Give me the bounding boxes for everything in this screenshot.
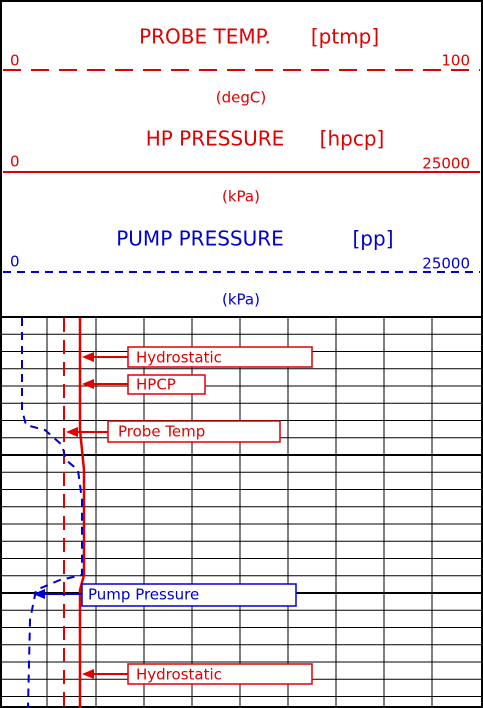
annotation: Pump Pressure: [33, 583, 297, 607]
track-title: PUMP PRESSURE: [116, 227, 284, 251]
grid: [2, 316, 481, 708]
hpcp-curve: [78, 318, 86, 708]
track-unit: (kPa): [222, 291, 260, 309]
track-unit: (kPa): [222, 188, 260, 206]
annotation-label: HPCP: [136, 376, 176, 394]
track-unit: (degC): [216, 89, 266, 107]
pump-pressure-curve: [21, 318, 83, 708]
annotation: Hydrostatic: [82, 663, 313, 685]
annotation-label: Hydrostatic: [136, 666, 222, 684]
track-title: HP PRESSURE: [146, 127, 285, 151]
track-mnemonic: [ptmp]: [311, 25, 379, 49]
track-title: PROBE TEMP.: [139, 25, 271, 49]
scale-right: 100: [441, 52, 470, 70]
scale-left: 0: [10, 153, 20, 171]
scale-left: 0: [10, 52, 20, 70]
annotation-label: Pump Pressure: [88, 586, 199, 604]
annotation: HPCP: [82, 374, 206, 395]
annotation: Hydrostatic: [82, 346, 313, 368]
track-mnemonic: [pp]: [353, 227, 394, 251]
annotation-label: Probe Temp: [118, 423, 205, 441]
annotation: Probe Temp: [66, 420, 281, 443]
track-mnemonic: [hpcp]: [320, 127, 385, 151]
annotation-label: Hydrostatic: [136, 349, 222, 367]
scale-left: 0: [10, 253, 20, 271]
scale-right: 25000: [422, 255, 470, 273]
scale-right: 25000: [422, 155, 470, 173]
